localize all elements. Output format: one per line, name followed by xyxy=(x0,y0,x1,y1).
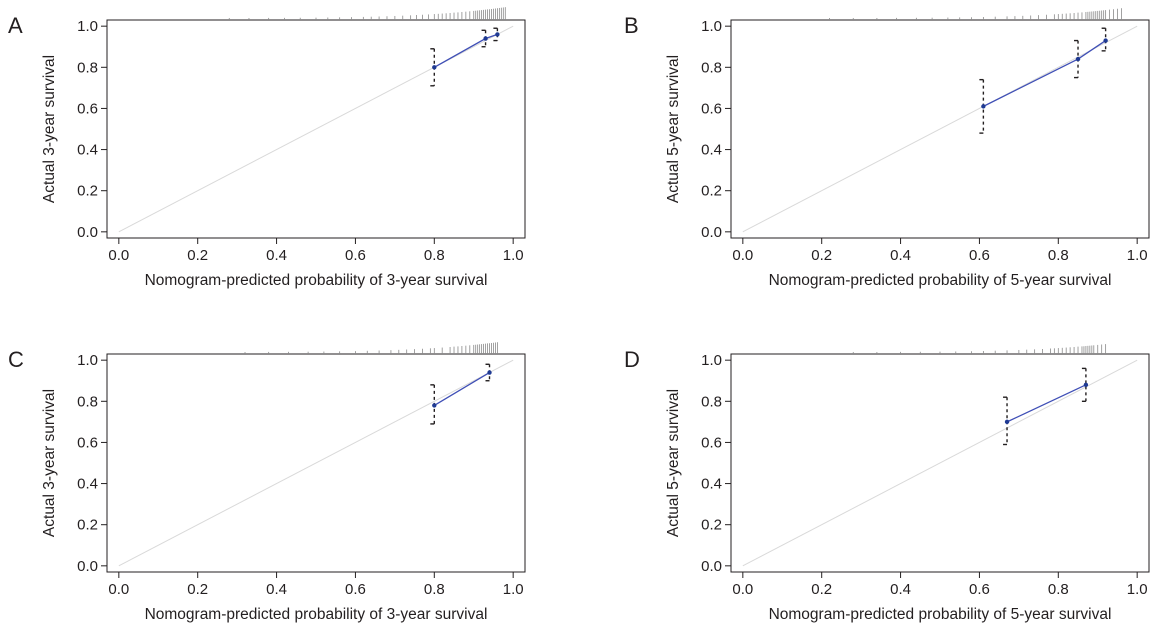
y-tick-label: 0.2 xyxy=(77,183,98,200)
y-axis-title: Actual 3-year survival xyxy=(41,389,58,537)
y-tick-label: 0.8 xyxy=(701,59,722,76)
y-tick-label: 0.2 xyxy=(701,183,722,200)
x-tick-label: 0.8 xyxy=(1048,581,1069,598)
x-axis-title: Nomogram-predicted probability of 3-year… xyxy=(145,606,488,623)
x-tick-label: 0.2 xyxy=(187,581,208,598)
y-tick-label: 1.0 xyxy=(701,352,722,369)
x-tick-label: 0.6 xyxy=(969,247,990,264)
x-tick-label: 1.0 xyxy=(1127,581,1148,598)
y-tick-label: 0.8 xyxy=(77,59,98,76)
panel-letter-d: D xyxy=(624,347,640,372)
x-tick-label: 0.4 xyxy=(890,581,911,598)
x-tick-label: 0.6 xyxy=(345,247,366,264)
x-tick-label: 0.8 xyxy=(1048,247,1069,264)
y-tick-label: 0.0 xyxy=(701,558,722,575)
y-tick-label: 0.8 xyxy=(701,393,722,410)
x-tick-label: 1.0 xyxy=(1127,247,1148,264)
x-tick-label: 0.2 xyxy=(187,247,208,264)
y-tick-label: 0.4 xyxy=(77,142,98,159)
x-tick-label: 0.4 xyxy=(266,581,287,598)
x-tick-label: 0.2 xyxy=(811,247,832,264)
data-point xyxy=(1075,56,1081,62)
x-tick-label: 0.4 xyxy=(266,247,287,264)
plot-frame xyxy=(730,19,1150,239)
x-tick-label: 0.0 xyxy=(732,581,753,598)
ideal-line xyxy=(742,25,1138,233)
y-tick-label: 0.2 xyxy=(701,517,722,534)
ideal-line xyxy=(118,359,514,567)
y-tick-label: 0.0 xyxy=(77,558,98,575)
x-tick-label: 0.6 xyxy=(345,581,366,598)
y-tick-label: 0.6 xyxy=(77,100,98,117)
x-tick-label: 0.8 xyxy=(424,581,445,598)
data-point xyxy=(487,370,492,375)
y-tick-label: 1.0 xyxy=(77,352,98,369)
data-point xyxy=(981,104,986,109)
y-tick-label: 0.4 xyxy=(701,142,722,159)
x-tick-label: 0.4 xyxy=(890,247,911,264)
x-tick-label: 0.6 xyxy=(969,581,990,598)
y-axis-title: Actual 3-year survival xyxy=(41,55,58,203)
data-point xyxy=(1083,382,1089,388)
y-tick-label: 0.4 xyxy=(77,476,98,493)
data-point xyxy=(495,32,500,37)
y-tick-label: 0.6 xyxy=(701,100,722,117)
predicted-distribution-rug xyxy=(852,344,1107,354)
calibration-line xyxy=(1006,384,1087,423)
x-tick-label: 0.0 xyxy=(732,247,753,264)
calibration-line xyxy=(433,371,490,406)
plot-frame xyxy=(106,353,526,573)
panel-letter-b: B xyxy=(624,13,639,38)
panel-b: B 0.0 0.2 0.4 0.6 0.8 1.0 0.0 0.2 0.4 0.6 0.8 1.0 No… xyxy=(624,8,1150,289)
y-tick-label: 1.0 xyxy=(701,18,722,35)
y-tick-label: 0.0 xyxy=(77,224,98,241)
y-tick-label: 0.6 xyxy=(77,434,98,451)
x-axis-title: Nomogram-predicted probability of 5-year… xyxy=(769,272,1112,289)
predicted-distribution-rug xyxy=(228,7,506,20)
panel-letter-c: C xyxy=(8,347,24,372)
calibration-line xyxy=(983,40,1106,107)
y-tick-label: 1.0 xyxy=(77,18,98,35)
panel-d: D 0.0 0.2 0.4 0.6 0.8 1.0 0.0 0.2 0.4 0.6 0.8 1.0 No… xyxy=(624,344,1150,623)
x-axis-title: Nomogram-predicted probability of 3-year… xyxy=(145,272,488,289)
x-axis-title: Nomogram-predicted probability of 5-year… xyxy=(769,606,1112,623)
y-tick-label: 0.8 xyxy=(77,393,98,410)
y-tick-label: 0.4 xyxy=(701,476,722,493)
data-point xyxy=(1004,419,1010,425)
data-point xyxy=(483,36,488,41)
x-tick-label: 0.2 xyxy=(811,581,832,598)
predicted-distribution-rug xyxy=(829,8,1122,20)
panel-a: A 0.0 0.2 0.4 0.6 0.8 1.0 0.0 0.2 0.4 0.6 0.8 1.0 No… xyxy=(8,7,526,289)
x-tick-label: 1.0 xyxy=(503,581,524,598)
y-axis-title: Actual 5-year survival xyxy=(665,389,682,537)
y-tick-label: 0.0 xyxy=(701,224,722,241)
x-tick-label: 0.8 xyxy=(424,247,445,264)
y-tick-label: 0.6 xyxy=(701,434,722,451)
ideal-line xyxy=(118,25,514,233)
panel-letter-a: A xyxy=(8,13,23,38)
data-point xyxy=(1103,38,1108,43)
x-tick-label: 0.0 xyxy=(108,581,129,598)
data-point xyxy=(432,403,437,408)
panel-c: C 0.0 0.2 0.4 0.6 0.8 1.0 0.0 0.2 0.4 0.6 0.8 1.0 No… xyxy=(8,342,526,623)
predicted-distribution-rug xyxy=(244,342,498,354)
y-axis-title: Actual 5-year survival xyxy=(665,55,682,203)
data-point xyxy=(432,65,437,70)
y-tick-label: 0.2 xyxy=(77,517,98,534)
x-tick-label: 0.0 xyxy=(108,247,129,264)
ideal-line xyxy=(742,359,1138,567)
x-tick-label: 1.0 xyxy=(503,247,524,264)
